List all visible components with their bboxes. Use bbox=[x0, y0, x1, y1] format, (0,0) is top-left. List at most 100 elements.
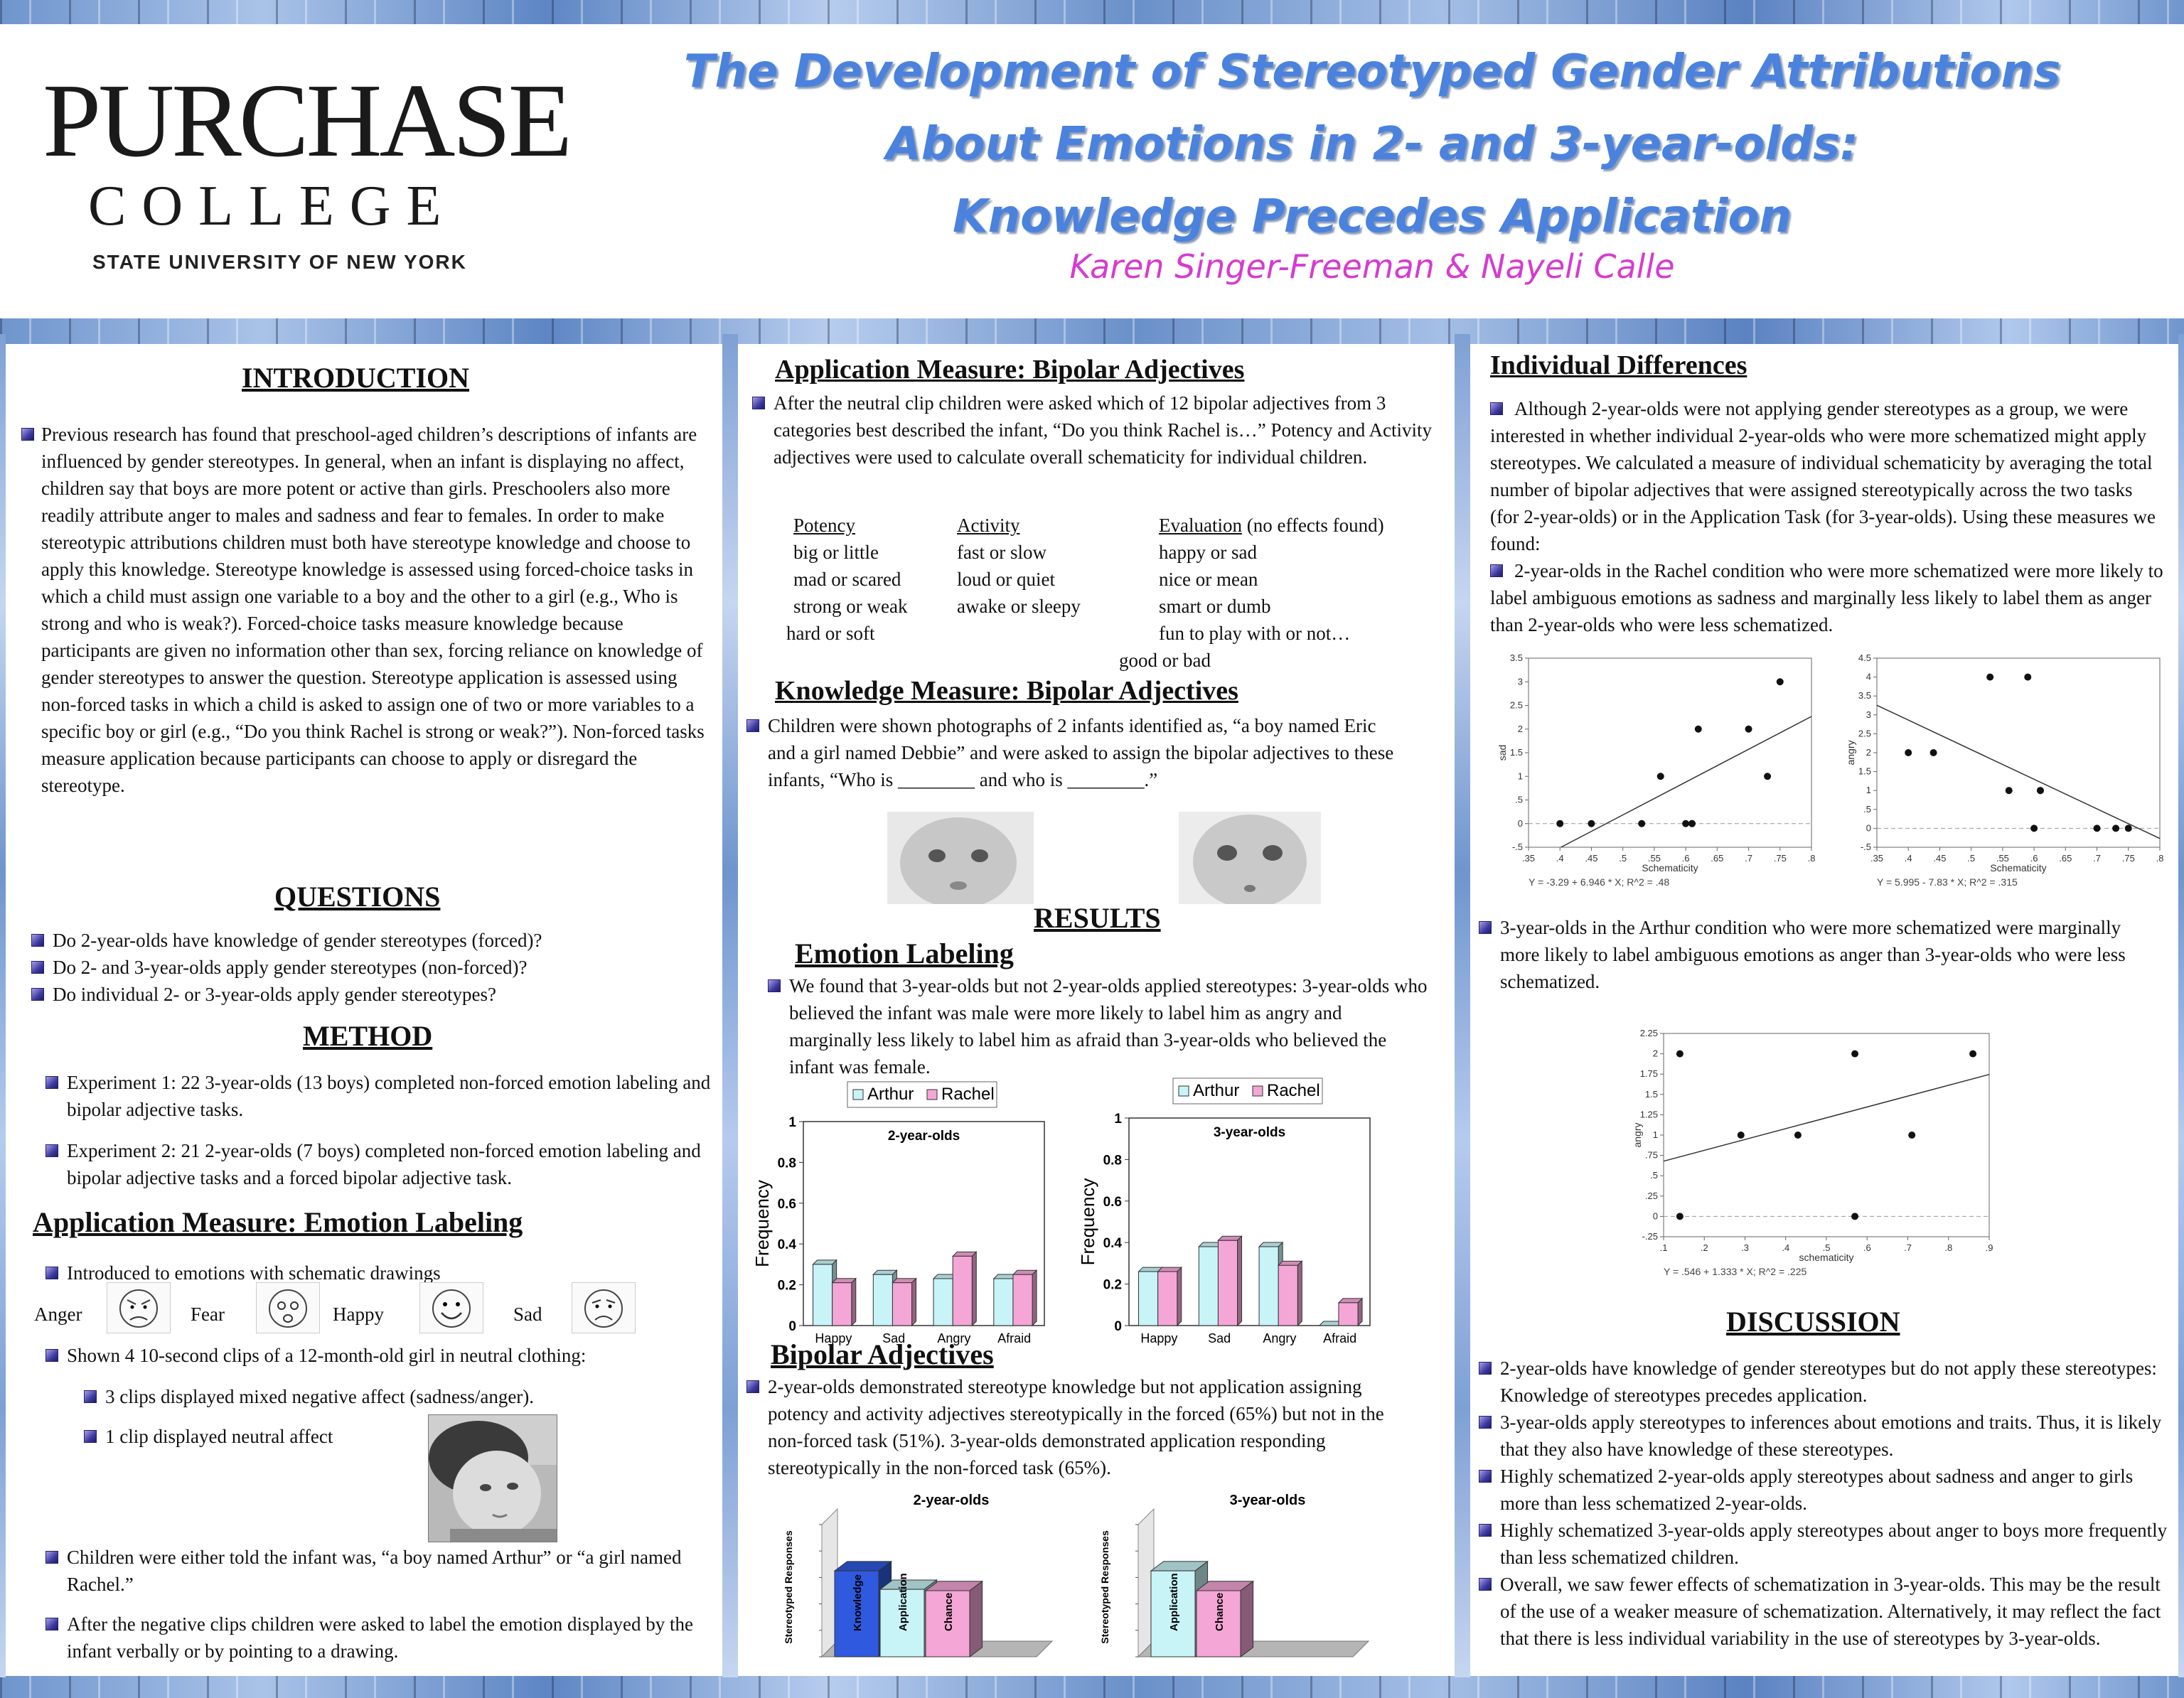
question-2: Do 2- and 3-year-olds apply gender stere… bbox=[31, 954, 707, 981]
x-tick-label: .65 bbox=[2059, 853, 2072, 864]
y-tick-label: 0.4 bbox=[778, 1237, 797, 1252]
discussion-item-4: Highly schematized 3-year-olds apply ste… bbox=[1479, 1517, 2168, 1571]
bottom-border bbox=[0, 1676, 2184, 1698]
x-tick-label: Afraid bbox=[997, 1331, 1031, 1345]
x-tick-label: Sad bbox=[1208, 1331, 1231, 1345]
x-tick-label: .5 bbox=[1619, 853, 1627, 864]
discussion-item-3: Highly schematized 2-year-olds apply ste… bbox=[1479, 1463, 2168, 1517]
x-tick-label: .2 bbox=[1701, 1242, 1708, 1253]
x-axis-label: Schematicity bbox=[1642, 862, 1698, 874]
scatter-angry-3yo: .1 .2 .3 .4 .5 .6 .7 .8 .9 -.25 0 .25 .5 .75 1 1.25 1.5 1… bbox=[1632, 1028, 1993, 1277]
y-tick-label: 0 bbox=[1518, 818, 1523, 829]
evaluation-item: good or bad bbox=[1119, 650, 1211, 671]
authors: Karen Singer-Freeman & Nayeli Calle bbox=[1069, 247, 1675, 286]
bar-side bbox=[1177, 1266, 1182, 1327]
x-tick-label: .3 bbox=[1741, 1242, 1749, 1253]
bar-arthur bbox=[1258, 1246, 1279, 1326]
x-tick-label: .35 bbox=[1870, 853, 1883, 864]
discussion-item-2: 3-year-olds apply stereotypes to inferen… bbox=[1479, 1409, 2168, 1463]
left-border bbox=[0, 334, 6, 1677]
method-exp2: Experiment 2: 21 2-year-olds (7 boys) co… bbox=[46, 1137, 714, 1191]
data-point bbox=[1908, 1132, 1916, 1139]
bar-label: Chance bbox=[943, 1593, 955, 1631]
data-point bbox=[1851, 1213, 1859, 1220]
y-tick-label: 0.2 bbox=[778, 1279, 796, 1294]
app-bipolar-heading: Application Measure: Bipolar Adjectives bbox=[775, 355, 1245, 385]
app-emotion-intro: Introduced to emotions with schematic dr… bbox=[46, 1259, 707, 1286]
y-tick-label: 2.25 bbox=[1640, 1028, 1658, 1038]
data-point bbox=[1986, 673, 1994, 681]
y-tick-label: 3 bbox=[1866, 709, 1871, 720]
bar-label: Knowledge bbox=[852, 1574, 864, 1631]
clips-text: Shown 4 10-second clips of a 12-month-ol… bbox=[46, 1342, 721, 1369]
activity-item: loud or quiet bbox=[957, 569, 1055, 590]
app-bipolar-text: After the neutral clip children were ask… bbox=[752, 389, 1435, 471]
emotion-results-heading: Emotion Labeling bbox=[795, 937, 1014, 969]
bar-label: Chance bbox=[1214, 1593, 1226, 1631]
data-point bbox=[2124, 824, 2132, 832]
x-tick-label: .7 bbox=[2093, 853, 2101, 864]
bullet-icon bbox=[768, 979, 781, 992]
data-point bbox=[1764, 773, 1772, 780]
bipolar-chart-2yo: 2-year-olds Stereotyped Responses Knowledg… bbox=[783, 1493, 1054, 1658]
x-tick-label: .65 bbox=[1711, 853, 1723, 864]
x-tick-label: .7 bbox=[1745, 853, 1752, 864]
regression-line bbox=[1663, 1073, 1990, 1162]
bar-label: Application bbox=[897, 1573, 909, 1631]
x-tick-label: .9 bbox=[1986, 1242, 1993, 1253]
x-tick-label: .1 bbox=[1660, 1242, 1668, 1253]
y-tick-label: 2 bbox=[1518, 724, 1523, 734]
y-tick-label: 0.6 bbox=[1103, 1195, 1122, 1210]
evaluation-item: smart or dumb bbox=[1159, 596, 1271, 617]
bullet-icon bbox=[31, 961, 44, 974]
y-tick-label: 1.5 bbox=[1510, 747, 1523, 758]
x-axis-label: Schematicity bbox=[1990, 862, 2046, 874]
x-tick-label: .55 bbox=[1996, 853, 2009, 864]
data-point bbox=[1851, 1050, 1859, 1058]
data-point bbox=[2093, 824, 2101, 832]
emotion-results-text: We found that 3-year-olds but not 2-year… bbox=[768, 972, 1429, 1080]
happy-face-icon bbox=[419, 1282, 483, 1333]
bar-side bbox=[911, 1277, 917, 1327]
x-tick-label: .4 bbox=[1556, 853, 1564, 864]
intro-heading: INTRODUCTION bbox=[242, 362, 470, 394]
y-tick-label: 0.6 bbox=[778, 1197, 796, 1212]
chart-title: 2-year-olds bbox=[888, 1129, 960, 1144]
emotion-chart-2yo: Arthur Rachel 2-year-olds Frequency 0 0.2 0.4 0… bbox=[751, 1081, 1045, 1345]
data-point bbox=[2112, 824, 2120, 832]
activity-item: awake or sleepy bbox=[957, 596, 1081, 617]
right-border bbox=[2178, 334, 2184, 1677]
x-tick-label: .75 bbox=[1774, 853, 1787, 864]
bar-application bbox=[1150, 1570, 1196, 1657]
y-tick-label: 3 bbox=[1518, 676, 1523, 687]
bar-label: Application bbox=[1168, 1573, 1180, 1631]
x-tick-label: .5 bbox=[1823, 1242, 1831, 1253]
discussion-heading: DISCUSSION bbox=[1726, 1306, 1900, 1338]
infant-clip-photo bbox=[428, 1414, 557, 1542]
sad-face-icon bbox=[572, 1282, 636, 1333]
plot-frame bbox=[1528, 657, 1812, 848]
evaluation-item: nice or mean bbox=[1159, 569, 1258, 590]
legend-label: Arthur bbox=[1193, 1081, 1239, 1100]
bullet-icon bbox=[84, 1390, 97, 1403]
knowledge-text: Children were shown photographs of 2 inf… bbox=[746, 712, 1408, 793]
bar-rachel bbox=[892, 1282, 913, 1326]
bar-arthur bbox=[993, 1278, 1014, 1326]
bar-side bbox=[1237, 1235, 1243, 1327]
evaluation-header: Evaluation (no effects found) bbox=[1159, 515, 1384, 536]
x-tick-label: Angry bbox=[937, 1331, 970, 1345]
bar-rachel bbox=[1338, 1302, 1359, 1326]
poster-title: The Development of Stereotyped Gender At… bbox=[611, 36, 2133, 253]
x-tick-label: .6 bbox=[1863, 1242, 1871, 1253]
data-point bbox=[1905, 749, 1912, 756]
y-tick-label: 1 bbox=[1518, 770, 1523, 781]
y-tick-label: 2 bbox=[1866, 747, 1871, 758]
bullet-icon bbox=[746, 1380, 759, 1393]
face-label-happy: Happy bbox=[333, 1304, 384, 1325]
anger-face-icon bbox=[107, 1282, 171, 1333]
bullet-icon bbox=[1479, 1416, 1492, 1429]
bar-side bbox=[1357, 1297, 1363, 1327]
x-tick-label: .4 bbox=[1905, 853, 1912, 864]
bar-knowledge bbox=[834, 1570, 879, 1657]
regression-line bbox=[1561, 716, 1812, 848]
